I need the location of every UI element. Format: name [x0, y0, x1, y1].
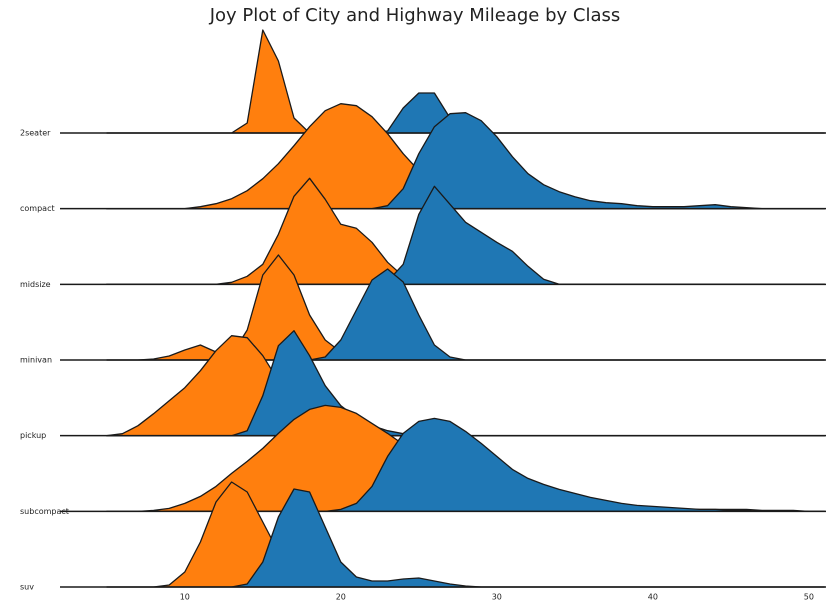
y-tick-label: compact [20, 204, 55, 213]
y-tick-label: minivan [20, 356, 52, 365]
x-tick-label: 40 [648, 593, 658, 602]
x-tick-label: 10 [180, 593, 190, 602]
x-tick-label: 20 [336, 593, 346, 602]
y-tick-label: subcompact [20, 507, 69, 516]
ridge [106, 112, 826, 210]
y-tick-label: midsize [20, 280, 51, 289]
y-tick-label: suv [20, 583, 34, 592]
chart-title: Joy Plot of City and Highway Mileage by … [209, 5, 621, 26]
x-tick-label: 30 [492, 593, 502, 602]
x-tick-label: 50 [804, 593, 814, 602]
y-tick-label: 2seater [20, 129, 51, 138]
y-tick-label: pickup [20, 431, 46, 440]
